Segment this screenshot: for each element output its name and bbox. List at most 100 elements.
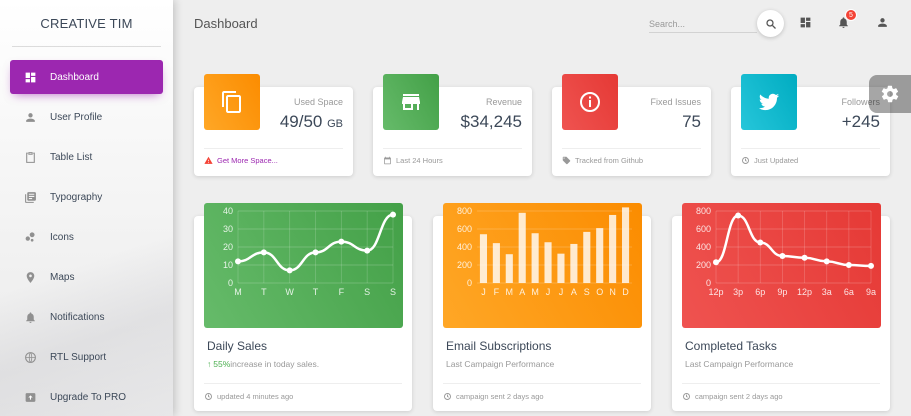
stat-value: +245 bbox=[841, 112, 880, 131]
sidebar-item-table-list[interactable]: Table List bbox=[10, 140, 163, 174]
sidebar-item-upgrade-pro[interactable]: Upgrade To PRO bbox=[10, 380, 163, 414]
page-title[interactable]: Dashboard bbox=[194, 16, 258, 31]
get-more-space-link[interactable]: Get More Space... bbox=[217, 156, 278, 165]
clock-icon bbox=[444, 393, 451, 400]
x-tick-label: S bbox=[364, 287, 370, 297]
stat-value: 75 bbox=[682, 112, 701, 131]
calendar-icon bbox=[384, 156, 391, 165]
x-tick-label: T bbox=[313, 287, 319, 297]
y-tick-label: 0 bbox=[228, 278, 233, 288]
bar-mark bbox=[557, 253, 565, 283]
sidebar-item-maps[interactable]: Maps bbox=[10, 260, 163, 294]
stat-footer-text: Tracked from Github bbox=[575, 156, 644, 165]
sidebar-item-rtl-support[interactable]: RTL Support bbox=[10, 340, 163, 374]
brand-logo[interactable]: CREATIVE TIM bbox=[0, 0, 173, 47]
stat-card-followers: Followers +245 Just Updated bbox=[731, 74, 890, 176]
chart-card-completed-tasks: 0 200 400 600 800 12p 3p 6p 9p 12p 3a 6a 9a Complete… bbox=[672, 203, 890, 411]
store-icon bbox=[402, 94, 420, 110]
data-point bbox=[823, 258, 830, 265]
x-tick-label: F bbox=[494, 287, 500, 297]
bubble-chart-icon bbox=[23, 230, 37, 244]
sidebar-item-label: RTL Support bbox=[50, 351, 107, 363]
search-icon bbox=[765, 18, 776, 29]
data-point bbox=[364, 247, 371, 254]
x-tick-label: J bbox=[481, 287, 486, 297]
y-tick-label: 200 bbox=[696, 260, 711, 270]
y-tick-label: 200 bbox=[457, 260, 472, 270]
sidebar-item-label: User Profile bbox=[50, 111, 103, 123]
x-tick-label: M bbox=[234, 287, 242, 297]
sidebar-item-label: Table List bbox=[50, 151, 93, 163]
sidebar-item-typography[interactable]: Typography bbox=[10, 180, 163, 214]
arrow-up-icon: ↑ bbox=[207, 359, 212, 369]
user-menu-button[interactable] bbox=[874, 14, 890, 30]
x-tick-label: T bbox=[261, 287, 267, 297]
x-tick-label: 6p bbox=[755, 287, 765, 297]
bar-mark bbox=[479, 234, 488, 283]
twitter-icon bbox=[758, 93, 780, 111]
dashboard-view-button[interactable] bbox=[797, 14, 813, 30]
y-tick-label: 600 bbox=[696, 224, 711, 234]
sidebar-item-icons[interactable]: Icons bbox=[10, 220, 163, 254]
sidebar-item-dashboard[interactable]: Dashboard bbox=[10, 60, 163, 94]
bar-mark bbox=[583, 231, 591, 283]
y-tick-label: 800 bbox=[457, 206, 472, 216]
data-point bbox=[260, 249, 267, 256]
sidebar-nav: Dashboard User Profile Table List Typogr… bbox=[0, 47, 173, 414]
stat-footer: Get More Space... bbox=[204, 148, 343, 165]
stat-card-revenue: Revenue $34,245 Last 24 Hours bbox=[373, 74, 532, 176]
settings-plugin-button[interactable] bbox=[869, 75, 911, 113]
clipboard-icon bbox=[23, 150, 37, 164]
chart-subtitle-text: increase in today sales. bbox=[230, 359, 320, 369]
update-icon bbox=[742, 157, 749, 164]
x-tick-label: 12p bbox=[797, 287, 812, 297]
data-point bbox=[338, 238, 345, 245]
data-point bbox=[735, 212, 742, 219]
sidebar-item-user-profile[interactable]: User Profile bbox=[10, 100, 163, 134]
chart-footer: updated 4 minutes ago bbox=[204, 383, 402, 401]
bar-mark bbox=[518, 212, 526, 283]
search-button[interactable] bbox=[757, 10, 784, 37]
bar-mark bbox=[596, 228, 604, 283]
stat-footer-text: Just Updated bbox=[754, 156, 799, 165]
stat-value: $34,245 bbox=[460, 112, 522, 131]
chart-footer-text: campaign sent 2 days ago bbox=[456, 392, 544, 401]
data-point bbox=[801, 254, 808, 261]
tag-icon bbox=[562, 156, 571, 165]
chart-subtitle: Last Campaign Performance bbox=[446, 359, 555, 369]
stat-icon-box bbox=[204, 74, 260, 130]
clock-icon bbox=[205, 393, 212, 400]
sidebar-item-label: Typography bbox=[50, 191, 103, 203]
data-point bbox=[235, 258, 241, 265]
location-pin-icon bbox=[23, 270, 37, 284]
sidebar-item-notifications[interactable]: Notifications bbox=[10, 300, 163, 334]
data-point bbox=[312, 249, 319, 256]
x-tick-label: D bbox=[622, 287, 629, 297]
search-input[interactable] bbox=[649, 12, 757, 33]
stat-value-number: 49/50 bbox=[279, 112, 323, 131]
notifications-button[interactable]: 5 bbox=[835, 9, 857, 30]
data-point bbox=[390, 211, 396, 218]
stat-unit: GB bbox=[327, 118, 343, 130]
data-point bbox=[868, 262, 874, 269]
stat-category: Revenue bbox=[485, 97, 522, 107]
bell-icon bbox=[838, 16, 848, 28]
y-tick-label: 40 bbox=[223, 206, 233, 216]
chart-title: Daily Sales bbox=[207, 339, 268, 353]
stat-footer: Last 24 Hours bbox=[383, 148, 522, 165]
x-tick-label: A bbox=[519, 287, 525, 297]
data-point bbox=[713, 259, 719, 266]
stat-icon-box bbox=[741, 74, 797, 130]
chart-footer-text: campaign sent 2 days ago bbox=[695, 392, 783, 401]
stat-icon-box bbox=[562, 74, 618, 130]
sidebar-item-label: Maps bbox=[50, 271, 75, 283]
chart-card-daily-sales: 0 10 20 30 40 M T W T F S S Daily Sales ↑ 55% incre… bbox=[194, 203, 412, 411]
increase-percent: 55% bbox=[213, 359, 231, 369]
x-tick-label: 12p bbox=[708, 287, 723, 297]
gear-icon bbox=[881, 85, 899, 103]
x-tick-label: 9a bbox=[866, 287, 876, 297]
clock-icon bbox=[683, 393, 690, 400]
dashboard-icon bbox=[23, 70, 37, 84]
chart-subtitle: Last Campaign Performance bbox=[685, 359, 794, 369]
x-tick-label: M bbox=[531, 287, 539, 297]
